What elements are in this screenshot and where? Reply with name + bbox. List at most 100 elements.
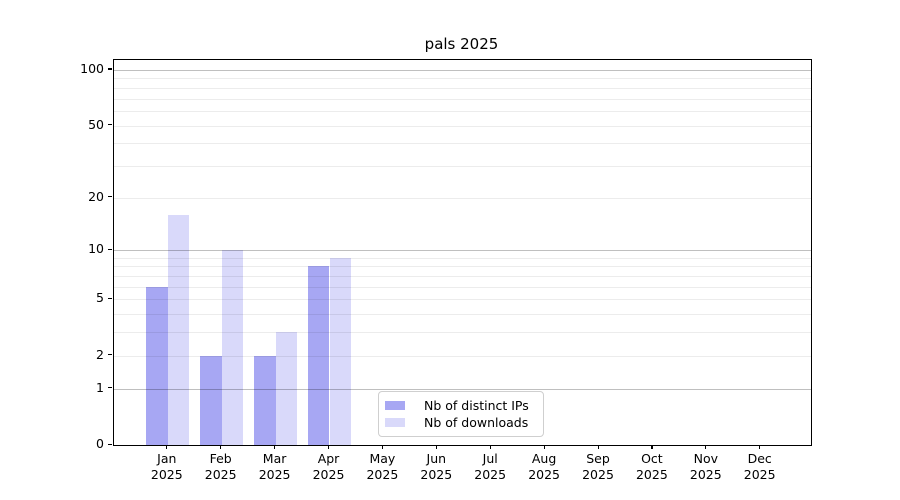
y-gridline-minor [114,78,811,80]
x-tick-year: 2025 [474,467,507,482]
y-tick-label: 100 [80,60,104,76]
x-tick-mark [274,445,276,449]
x-tick-month: Jun [426,451,447,466]
y-gridline-major [114,69,811,71]
y-tick-label: 2 [96,346,104,362]
y-gridline-minor [114,276,811,278]
legend-item-downloads: Nb of downloads [385,414,543,431]
y-gridline-minor [114,266,811,268]
x-tick-year: 2025 [204,467,237,482]
y-tick-mark [108,68,112,70]
bar-distinct-ips [254,355,276,445]
x-tick-month: Nov [693,451,718,466]
chart-title: pals 2025 [424,35,499,53]
y-gridline-minor [114,257,811,259]
y-gridline-minor [114,98,811,100]
y-gridline-minor [114,332,811,334]
x-tick-month: Sep [586,451,610,466]
x-tick-month: Jul [482,451,498,466]
x-tick-month: Aug [531,451,557,466]
x-tick-mark [543,445,545,449]
y-gridline-major [114,250,811,252]
x-tick-label: Feb 2025 [193,451,249,483]
x-tick-month: May [369,451,396,466]
x-tick-mark [597,445,599,449]
y-tick-label: 50 [88,116,104,132]
x-tick-mark [220,445,222,449]
legend-label-downloads: Nb of downloads [424,415,529,430]
x-tick-mark [166,445,168,449]
y-tick-mark [108,196,112,198]
y-tick-mark [108,297,112,300]
y-gridline-minor [114,355,811,357]
x-tick-label: Sep 2025 [570,451,626,483]
y-tick-label: 1 [96,379,104,395]
x-tick-label: Apr 2025 [301,451,357,483]
x-tick-year: 2025 [420,467,453,482]
y-tick-mark [108,354,112,356]
bar-downloads [167,214,190,445]
bar-downloads [275,332,298,445]
plot-area [113,59,812,446]
y-tick-mark [108,387,112,389]
x-tick-mark [435,445,437,449]
x-tick-mark [489,445,491,449]
bar-distinct-ips [200,355,222,445]
y-tick-label: 0 [96,436,104,451]
bar-downloads [329,257,352,445]
bar-distinct-ips [307,266,330,445]
bar-distinct-ips [146,286,168,445]
legend-swatch-downloads-icon [385,417,405,428]
y-gridline-minor [114,286,811,288]
x-tick-month: Apr [317,451,340,466]
y-gridline-minor [114,299,811,301]
x-tick-label: Aug 2025 [516,451,572,483]
x-tick-mark [328,445,330,449]
y-gridline-minor [114,165,811,167]
x-tick-mark [651,445,653,449]
legend-item-distinct-ips: Nb of distinct IPs [385,397,543,414]
x-tick-month: Dec [747,451,772,466]
x-tick-label: Mar 2025 [247,451,303,483]
x-tick-month: Jan [157,451,177,466]
x-tick-mark [759,445,761,449]
x-tick-year: 2025 [689,467,722,482]
x-tick-month: Feb [209,451,232,466]
y-gridline-minor [114,143,811,145]
y-tick-mark [108,124,112,126]
legend-swatch-distinct-ips-icon [385,400,405,411]
x-tick-year: 2025 [528,467,560,482]
x-tick-month: Oct [641,451,663,466]
x-tick-year: 2025 [150,467,183,482]
y-tick-mark [108,443,112,445]
y-tick-mark [108,248,112,250]
x-tick-year: 2025 [582,467,614,482]
x-tick-label: Jul 2025 [462,451,518,483]
y-gridline-major [114,388,811,390]
y-tick-label: 5 [96,290,104,306]
x-tick-label: May 2025 [354,451,410,483]
y-gridline-minor [114,197,811,199]
y-gridline-minor [114,87,811,89]
x-tick-mark [705,445,707,449]
x-tick-mark [381,445,384,449]
legend: Nb of distinct IPs Nb of downloads [378,391,544,437]
legend-label-distinct-ips: Nb of distinct IPs [424,398,529,413]
x-tick-label: Nov 2025 [678,451,734,483]
y-gridline-minor [114,125,811,127]
y-gridline-minor [114,314,811,316]
y-gridline-minor [114,110,811,112]
bar-downloads [221,250,244,445]
x-tick-label: Oct 2025 [624,451,680,483]
x-tick-month: Mar [262,451,287,466]
x-tick-year: 2025 [366,467,399,482]
x-tick-year: 2025 [312,467,345,482]
x-tick-year: 2025 [743,467,776,482]
x-tick-year: 2025 [635,467,668,482]
y-tick-label: 10 [88,241,104,257]
x-tick-label: Jan 2025 [139,451,195,483]
x-tick-year: 2025 [258,467,291,482]
x-tick-label: Dec 2025 [732,451,788,483]
y-tick-label: 20 [88,188,104,204]
